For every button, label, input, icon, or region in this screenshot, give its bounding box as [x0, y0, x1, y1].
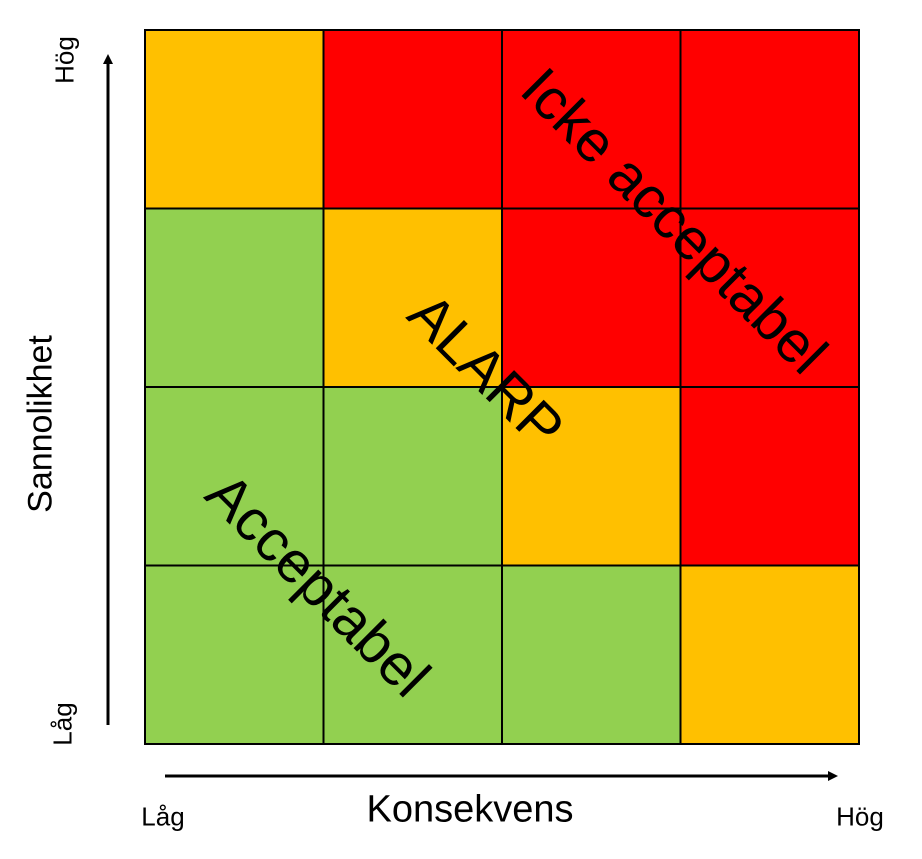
- matrix-cell-orange: [322, 207, 503, 388]
- x-axis-label: Konsekvens: [366, 788, 574, 831]
- matrix-cell-green: [501, 564, 682, 745]
- matrix-cell-red: [679, 207, 860, 388]
- y-axis-label: Sannolikhet: [21, 335, 60, 513]
- risk-matrix-cells: [144, 29, 860, 745]
- matrix-cell-orange: [144, 29, 325, 210]
- x-axis-high-label: Hög: [836, 801, 884, 832]
- matrix-cell-green: [322, 564, 503, 745]
- x-axis-low-label: Låg: [141, 801, 185, 832]
- matrix-cell-red: [322, 29, 503, 210]
- y-axis-low-label: Låg: [47, 702, 78, 746]
- matrix-cell-orange: [679, 564, 860, 745]
- matrix-cell-red: [679, 29, 860, 210]
- matrix-cell-green: [144, 207, 325, 388]
- matrix-cell-green: [144, 564, 325, 745]
- matrix-cell-green: [322, 386, 503, 567]
- matrix-cell-red: [679, 386, 860, 567]
- y-axis-high-label: Hög: [49, 36, 80, 84]
- matrix-cell-red: [501, 29, 682, 210]
